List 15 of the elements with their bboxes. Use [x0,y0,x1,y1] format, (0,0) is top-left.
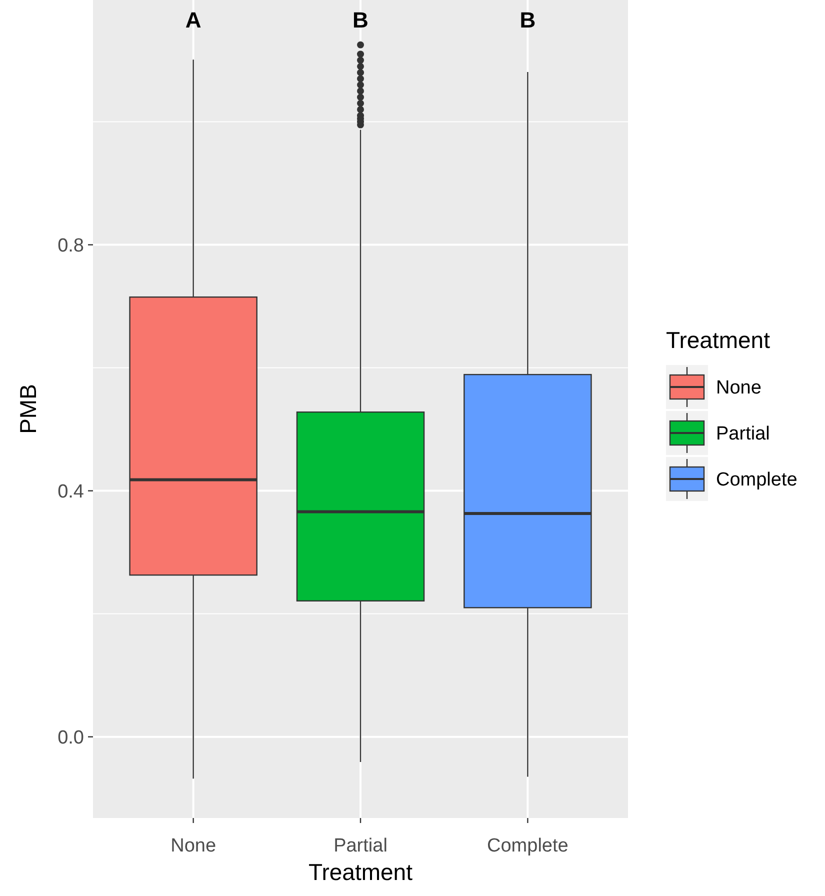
annotation: B [352,8,368,33]
legend-label: None [716,378,762,399]
x-tick-label: Complete [487,836,568,857]
x-tick-label: Partial [334,836,388,857]
x-tick-label: None [170,836,216,857]
y-tick-label: 0.0 [58,727,84,748]
y-axis-title: PMB [15,384,42,434]
y-tick-label: 0.4 [58,481,84,502]
legend-title: Treatment [666,327,771,354]
annotation: A [185,8,202,33]
legend-label: Partial [716,424,770,445]
annotation: B [520,8,536,33]
legend-label: Complete [716,470,798,491]
x-axis-title: Treatment [308,859,414,885]
y-tick-label: 0.8 [58,235,84,256]
